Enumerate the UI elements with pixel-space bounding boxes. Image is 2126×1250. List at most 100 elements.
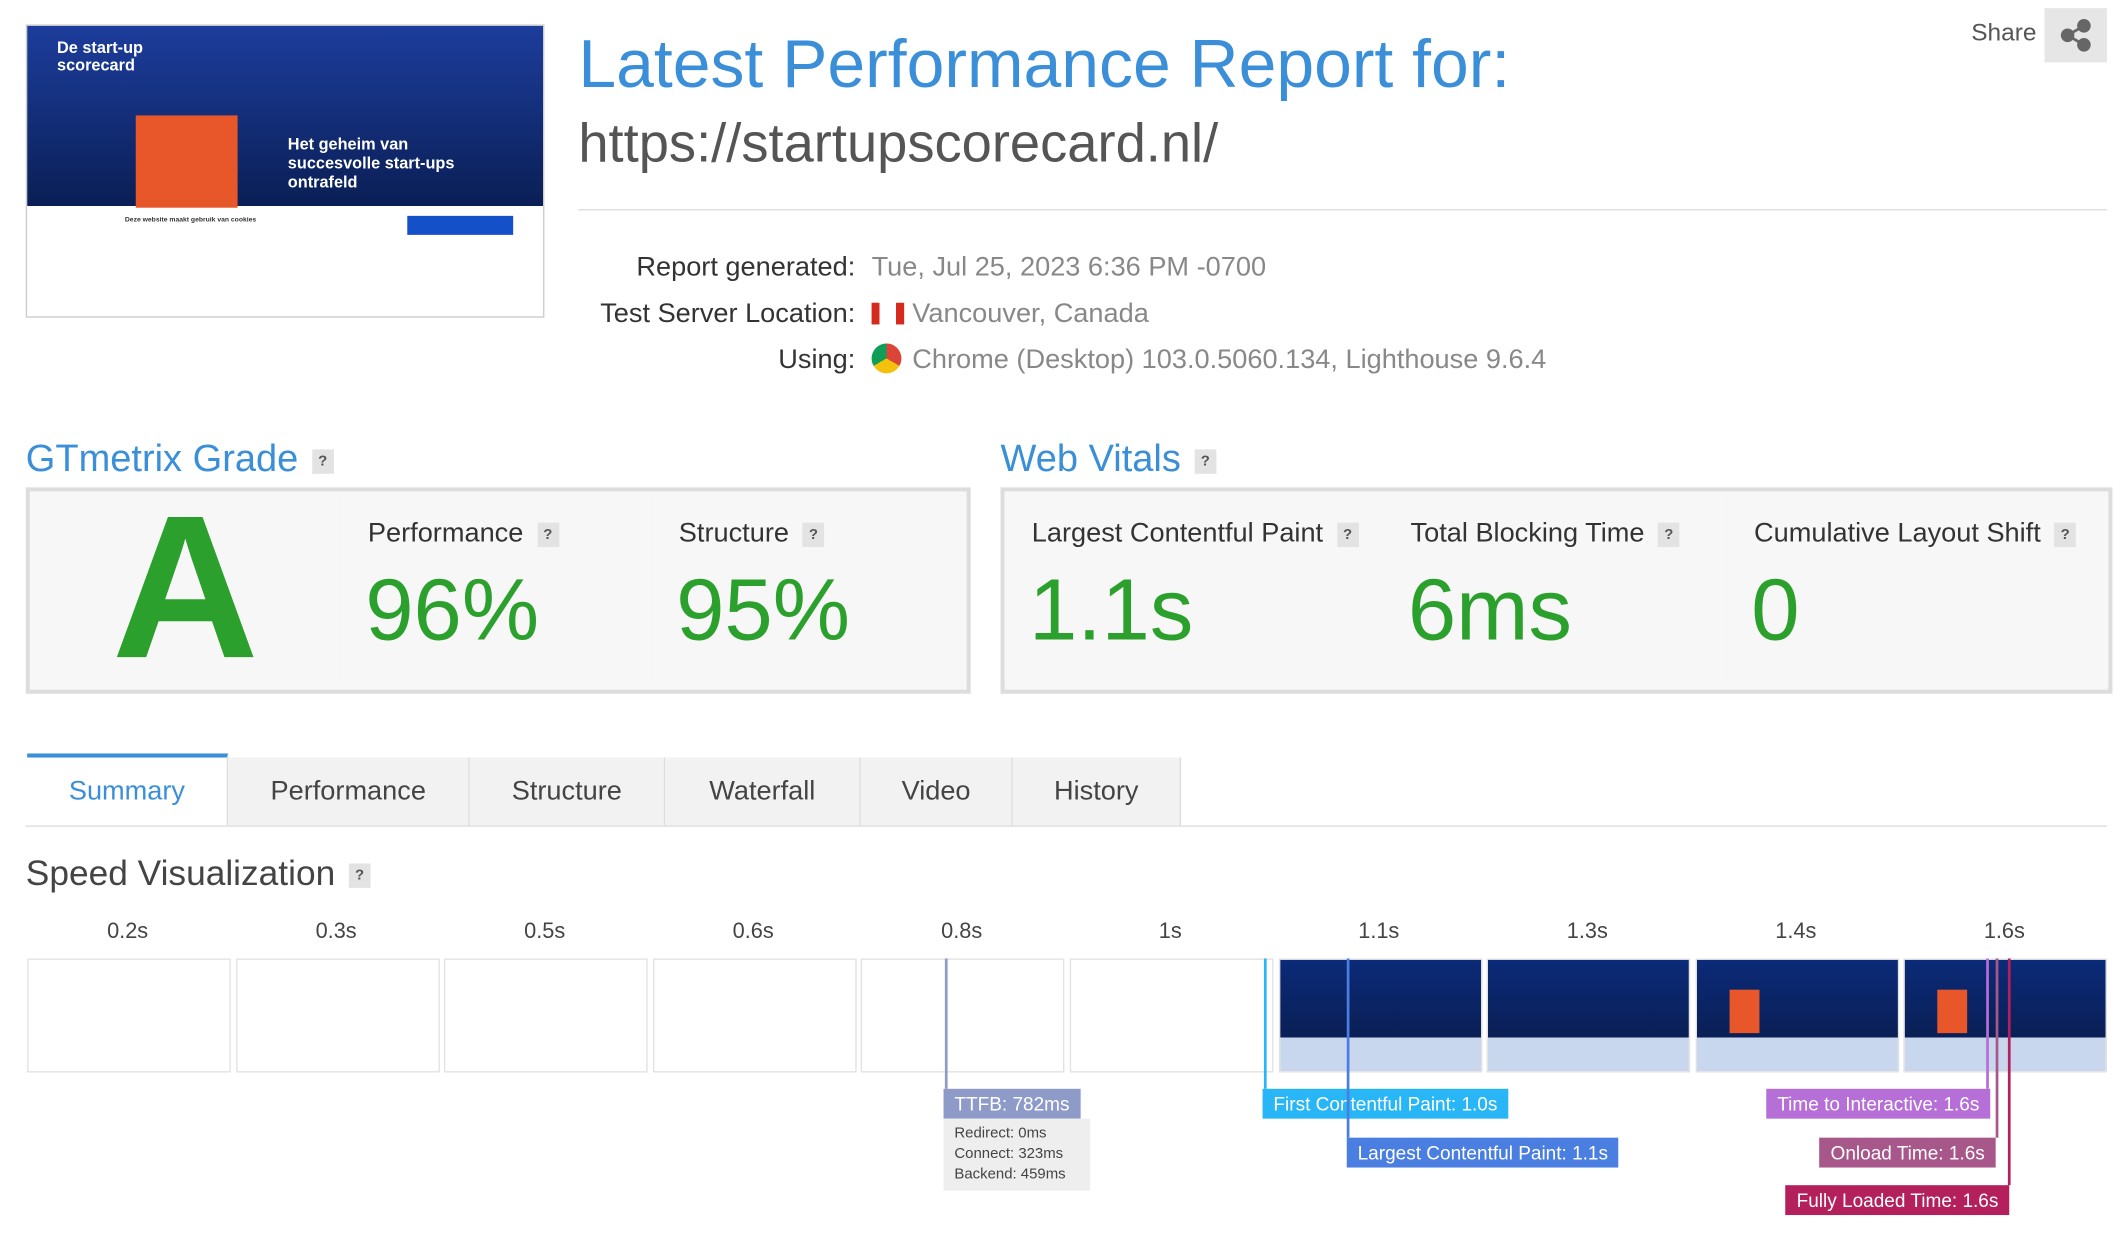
frame-label: 1s xyxy=(1158,920,1182,944)
marker-label: Fully Loaded Time: 1.6s xyxy=(1785,1185,2010,1216)
report-value: Vancouver, Canada xyxy=(871,291,1547,337)
metric-label-text: Performance xyxy=(367,518,524,549)
marker-line xyxy=(1346,958,1350,1138)
metric-value: 0 xyxy=(1751,560,1800,659)
tab[interactable]: History xyxy=(1012,757,1182,826)
help-icon[interactable]: ? xyxy=(802,522,825,547)
report-values: Tue, Jul 25, 2023 6:36 PM -0700 Vancouve… xyxy=(871,244,1547,383)
metric-label: Total Blocking Time? xyxy=(1411,519,1680,550)
frame-label: 0.8s xyxy=(941,920,983,944)
grade-cell: A xyxy=(29,472,343,701)
tab[interactable]: Structure xyxy=(469,757,666,826)
help-icon[interactable]: ? xyxy=(311,448,334,474)
thumbnail: De start-up scorecard Het geheim van suc… xyxy=(25,24,545,318)
frame-label: 1.4s xyxy=(1775,920,1817,944)
marker-label: Time to Interactive: 1.6s xyxy=(1766,1088,1991,1119)
marker-line xyxy=(1995,958,1999,1138)
vital-cell: Total Blocking Time? 6ms xyxy=(1383,491,1729,682)
tab[interactable]: Waterfall xyxy=(665,757,861,826)
frame-label: 1.3s xyxy=(1566,920,1608,944)
metric-value: 96% xyxy=(365,560,540,659)
report-value-text: Vancouver, Canada xyxy=(912,298,1149,329)
thumbnail-button xyxy=(407,215,514,235)
report-label: Test Server Location: xyxy=(600,298,856,329)
help-icon[interactable]: ? xyxy=(1194,448,1217,474)
vital-cell: Largest Contentful Paint? 1.1s xyxy=(1004,491,1385,682)
metric-value: 1.1s xyxy=(1029,560,1194,659)
tab[interactable]: Summary xyxy=(27,753,229,826)
tab-underline xyxy=(25,825,2107,827)
metric-value: 95% xyxy=(676,560,850,659)
metric-label-text: Cumulative Layout Shift xyxy=(1754,518,2041,549)
frame-thumbnail xyxy=(1486,958,1691,1073)
tab[interactable]: Video xyxy=(860,757,1013,826)
thumbnail-cookie: Deze website maakt gebruik van cookies xyxy=(124,215,257,225)
marker-label: Largest Contentful Paint: 1.1s xyxy=(1346,1137,1619,1168)
frame-thumbnail xyxy=(1903,958,2108,1073)
vitals-title: Web Vitals xyxy=(1000,437,1181,480)
report-labels: Report generated: Test Server Location: … xyxy=(578,244,855,382)
help-icon[interactable]: ? xyxy=(2054,522,2077,547)
frame-thumbnail xyxy=(1278,958,1482,1073)
metric-label: Performance? xyxy=(368,519,559,550)
frame-thumbnail xyxy=(235,958,440,1073)
frame-thumbnail xyxy=(27,958,231,1073)
marker-label: TTFB: 782ms xyxy=(943,1088,1081,1119)
frame-label: 0.5s xyxy=(524,920,566,944)
share-button[interactable] xyxy=(2044,8,2107,63)
thumbnail-book xyxy=(135,115,238,208)
help-icon[interactable]: ? xyxy=(1658,522,1680,547)
marker-line xyxy=(2007,958,2011,1186)
metric-label-text: Largest Contentful Paint xyxy=(1031,518,1324,549)
section-title: Speed Visualization? xyxy=(26,853,371,895)
chrome-icon xyxy=(871,343,902,374)
marker-line xyxy=(1263,958,1267,1089)
metric-label: Largest Contentful Paint? xyxy=(1032,519,1359,550)
url: https://startupscorecard.nl/ xyxy=(578,114,1219,174)
metric-label: Cumulative Layout Shift? xyxy=(1754,518,2077,550)
marker-label: Onload Time: 1.6s xyxy=(1819,1137,1996,1168)
report-value: Tue, Jul 25, 2023 6:36 PM -0700 xyxy=(871,252,1267,283)
grade-cell: Performance? 96% xyxy=(340,491,654,682)
metric-label-text: Total Blocking Time xyxy=(1410,518,1645,549)
thumbnail-book xyxy=(1937,989,1968,1034)
grade-title: GTmetrix Grade xyxy=(25,437,299,480)
vitals-box: Largest Contentful Paint? 1.1s Total Bloc… xyxy=(1000,487,2113,694)
frame-label: 1.1s xyxy=(1358,920,1400,944)
grade-letter: A xyxy=(111,472,259,701)
metric-label-text: Structure xyxy=(678,518,789,549)
tab[interactable]: Performance xyxy=(228,757,470,826)
ttfb-detail: Connect: 323ms xyxy=(954,1145,1064,1163)
share-label: Share xyxy=(1971,19,2037,47)
thumbnail-book xyxy=(1729,989,1760,1034)
frame-thumbnail xyxy=(444,958,648,1073)
frame-thumbnail xyxy=(861,958,1065,1073)
help-icon[interactable]: ? xyxy=(536,522,559,547)
marker-line xyxy=(944,958,948,1089)
grade-box: A Performance? 96% Structure? 95% xyxy=(25,472,971,701)
report-value-text: Chrome (Desktop) 103.0.5060.134, Lightho… xyxy=(912,344,1547,375)
frame-label: 0.3s xyxy=(315,920,357,944)
ttfb-details: Redirect: 0ms Connect: 323ms Backend: 459m… xyxy=(943,1118,1091,1191)
frame-thumbnail xyxy=(1069,958,1274,1073)
thumbnail-headline: Het geheim van succesvolle start-ups ont… xyxy=(287,134,455,192)
vital-cell: Cumulative Layout Shift? 0 xyxy=(1726,491,2109,682)
grade-cell: Structure? 95% xyxy=(651,491,967,682)
marker-label: First Contentful Paint: 1.0s xyxy=(1262,1088,1509,1119)
report-label: Using: xyxy=(778,344,856,375)
section-title: Web Vitals? xyxy=(1001,437,1217,480)
help-icon[interactable]: ? xyxy=(1336,522,1359,547)
metric-label: Structure? xyxy=(678,518,825,550)
frame-label: 0.2s xyxy=(107,920,149,944)
report-value: Chrome (Desktop) 103.0.5060.134, Lightho… xyxy=(871,337,1547,383)
speed-title: Speed Visualization xyxy=(25,852,336,894)
marker-line xyxy=(1986,958,1989,1089)
frame-thumbnail xyxy=(1695,958,1900,1073)
thumbnail-brand: De start-up scorecard xyxy=(57,38,144,75)
frame-label: 0.6s xyxy=(732,920,774,944)
help-icon[interactable]: ? xyxy=(348,863,371,889)
frame-label: 1.6s xyxy=(1983,920,2025,944)
divider xyxy=(578,209,2107,211)
title: Latest Performance Report for: xyxy=(578,25,1511,102)
